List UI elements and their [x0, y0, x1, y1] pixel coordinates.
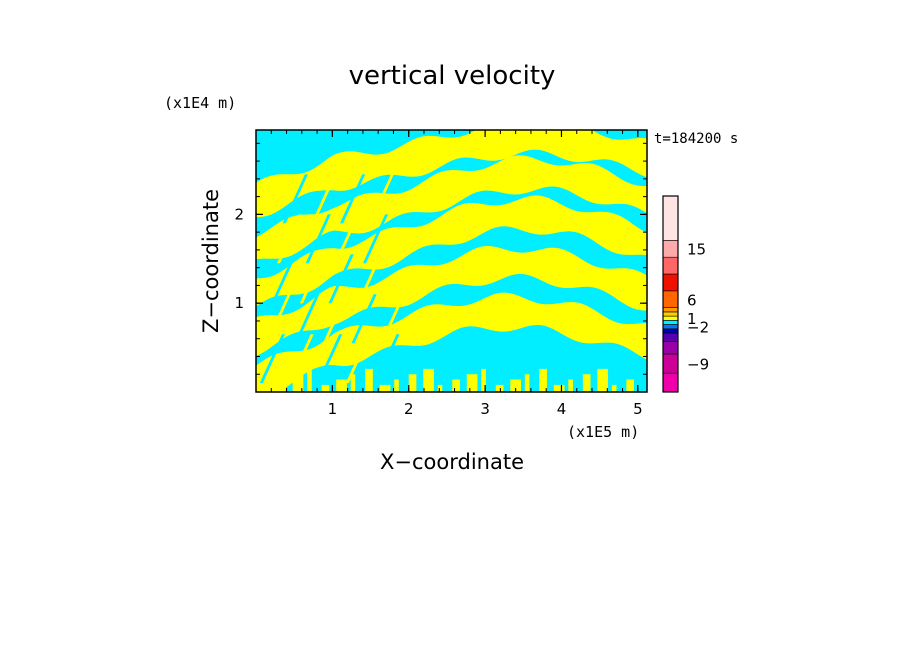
colorbar-swatch — [662, 372, 679, 393]
positive-band — [256, 292, 647, 392]
surface-patch — [321, 384, 330, 392]
surface-patch — [292, 374, 304, 392]
surface-patch — [626, 379, 635, 392]
surface-patch — [510, 379, 521, 392]
colorbar-label: −2 — [687, 319, 709, 337]
surface-patch — [278, 379, 286, 392]
colorbar-swatch — [662, 315, 679, 321]
colorbar-swatch — [662, 195, 679, 241]
surface-patch — [495, 384, 504, 392]
striation — [351, 294, 377, 344]
striation — [259, 334, 285, 384]
axis-ticks: 1 2 3 4 5 1 2 — [234, 130, 647, 418]
y-tick-label: 1 — [234, 294, 244, 312]
time-label: t=184200 s — [654, 131, 738, 147]
striation — [380, 294, 406, 344]
colorbar-label: 15 — [687, 241, 706, 259]
velocity-field — [256, 130, 647, 392]
chart-title: vertical velocity — [349, 61, 556, 91]
colorbar-label: 6 — [687, 291, 697, 309]
colorbar: 15 61−2 −9 — [662, 195, 709, 393]
x-tick-label: 4 — [557, 400, 567, 418]
surface-patch — [437, 384, 443, 392]
surface-patch — [408, 374, 417, 392]
x-tick-label: 3 — [480, 400, 490, 418]
surface-patch — [336, 379, 347, 392]
striation — [311, 174, 337, 224]
surface-patch — [394, 379, 399, 392]
x-tick-label: 5 — [633, 400, 643, 418]
x-axis-unit: (x1E5 m) — [567, 423, 639, 441]
surface-patch — [466, 374, 478, 392]
colorbar-swatch — [662, 319, 679, 325]
y-axis-label: Z−coordinate — [199, 189, 223, 333]
surface-patch — [350, 374, 356, 392]
striation — [368, 174, 394, 224]
striation — [305, 214, 331, 264]
striation — [374, 334, 400, 384]
striation — [294, 294, 320, 344]
surface-patch — [553, 384, 565, 392]
surface-patch — [582, 374, 591, 392]
surface-patch — [568, 379, 573, 392]
surface-patch — [611, 384, 617, 392]
positive-band — [256, 155, 647, 260]
colorbar-frame — [662, 195, 679, 393]
colorbar-swatch — [662, 307, 679, 313]
colorbar-label: 1 — [687, 310, 697, 328]
colorbar-swatch — [662, 273, 679, 292]
striation — [328, 254, 354, 304]
plot-frame — [255, 129, 648, 393]
striation — [345, 334, 371, 384]
positive-band — [256, 130, 647, 218]
striation — [322, 294, 348, 344]
colorbar-swatch — [662, 341, 679, 355]
y-axis-unit: (x1E4 m) — [164, 94, 236, 112]
striation — [282, 174, 308, 224]
striation — [277, 214, 303, 264]
surface-patch — [379, 384, 391, 392]
colorbar-label: −9 — [687, 356, 709, 374]
surface-patch — [452, 379, 460, 392]
surface-patch — [263, 384, 269, 392]
y-tick-label: 2 — [234, 205, 244, 223]
x-tick-label: 1 — [328, 400, 338, 418]
colorbar-swatch — [662, 324, 679, 330]
surface-patch — [481, 368, 486, 392]
colorbar-swatch — [662, 332, 679, 342]
colorbar-swatch — [662, 328, 679, 334]
surface-patch — [423, 368, 434, 392]
positive-band — [256, 195, 647, 307]
striation — [362, 214, 389, 264]
striation — [299, 254, 326, 304]
striation — [265, 294, 291, 344]
surface-patch — [597, 368, 609, 392]
striation — [334, 214, 360, 264]
colorbar-swatch — [662, 290, 679, 308]
striation — [357, 254, 383, 304]
positive-band — [256, 246, 647, 356]
surface-patch — [524, 374, 530, 392]
striation — [340, 174, 366, 224]
colorbar-swatch — [662, 353, 679, 374]
colorbar-swatch — [662, 256, 679, 275]
striation — [317, 334, 343, 384]
surface-patch — [539, 368, 547, 392]
striation — [288, 334, 314, 384]
colorbar-swatch — [662, 311, 679, 317]
colorbar-swatch — [662, 240, 679, 258]
striation — [271, 254, 297, 304]
surface-patch — [365, 368, 373, 392]
x-tick-label: 2 — [404, 400, 414, 418]
surface-patch — [307, 368, 312, 392]
x-axis-label: X−coordinate — [380, 450, 524, 474]
